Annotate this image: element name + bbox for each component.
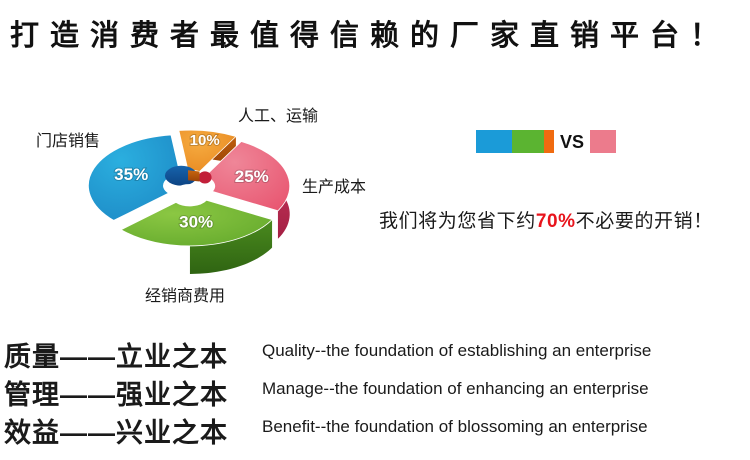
svg-text:经销商费用: 经销商费用 bbox=[145, 287, 225, 305]
svg-text:生产成本: 生产成本 bbox=[302, 178, 366, 196]
svg-text:25%: 25% bbox=[235, 167, 269, 186]
svg-text:人工、运输: 人工、运输 bbox=[238, 107, 318, 125]
svg-text:10%: 10% bbox=[190, 132, 220, 149]
svg-text:门店销售: 门店销售 bbox=[36, 132, 100, 150]
svg-text:35%: 35% bbox=[114, 165, 148, 184]
svg-text:30%: 30% bbox=[179, 212, 213, 231]
